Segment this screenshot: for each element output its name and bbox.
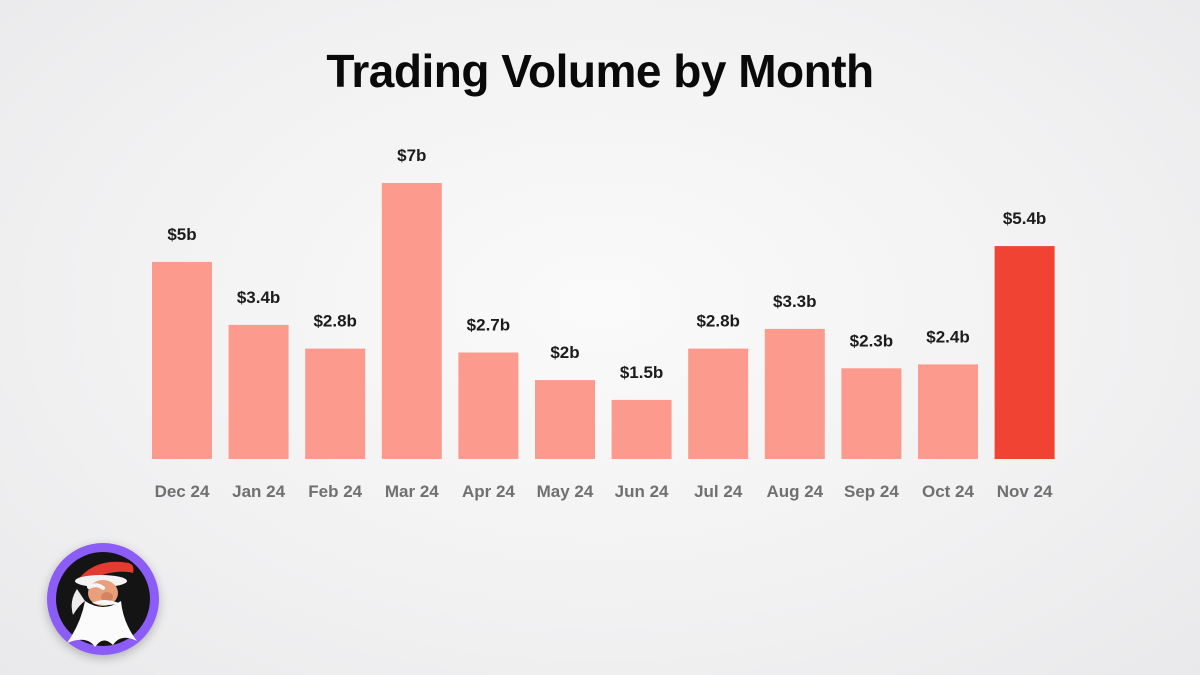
bar-sep-24	[841, 368, 902, 459]
bearded-gnome-mascot-icon	[56, 552, 150, 647]
category-label: Nov 24	[997, 482, 1053, 501]
category-label: Sep 24	[844, 482, 899, 501]
bar-aug-24	[764, 328, 825, 459]
category-label: Oct 24	[922, 482, 975, 501]
value-label: $2.3b	[850, 331, 893, 350]
category-label: Aug 24	[766, 482, 823, 501]
category-label: May 24	[537, 482, 594, 501]
category-label: Dec 24	[155, 482, 210, 501]
bar-oct-24	[918, 364, 978, 459]
bar-may-24	[535, 380, 595, 459]
category-label: Feb 24	[308, 482, 362, 501]
value-label: $7b	[397, 146, 426, 165]
category-label: Jun 24	[615, 482, 669, 501]
bar-nov-24	[994, 246, 1055, 459]
value-label: $3.3b	[773, 292, 816, 311]
chart-title: Trading Volume by Month	[326, 45, 874, 97]
bar-jul-24	[688, 348, 749, 459]
bar-feb-24	[305, 348, 366, 459]
category-label: Apr 24	[462, 482, 515, 501]
value-label: $2.4b	[926, 327, 969, 346]
bar-jun-24	[611, 399, 672, 459]
value-label: $2.8b	[696, 312, 739, 331]
bar-dec-24	[152, 261, 212, 459]
value-label: $1.5b	[620, 363, 663, 382]
bar-apr-24	[458, 352, 519, 459]
category-label: Jan 24	[232, 482, 285, 501]
avatar	[47, 543, 159, 655]
value-label: $2.7b	[467, 316, 510, 335]
value-label: $5b	[167, 225, 196, 244]
value-label: $2b	[550, 343, 579, 362]
value-label: $3.4b	[237, 288, 280, 307]
value-label: $2.8b	[313, 312, 356, 331]
category-label: Mar 24	[385, 482, 439, 501]
bar-jan-24	[228, 324, 289, 459]
category-label: Jul 24	[694, 482, 743, 501]
bar-mar-24	[381, 183, 442, 459]
value-label: $5.4b	[1003, 209, 1046, 228]
